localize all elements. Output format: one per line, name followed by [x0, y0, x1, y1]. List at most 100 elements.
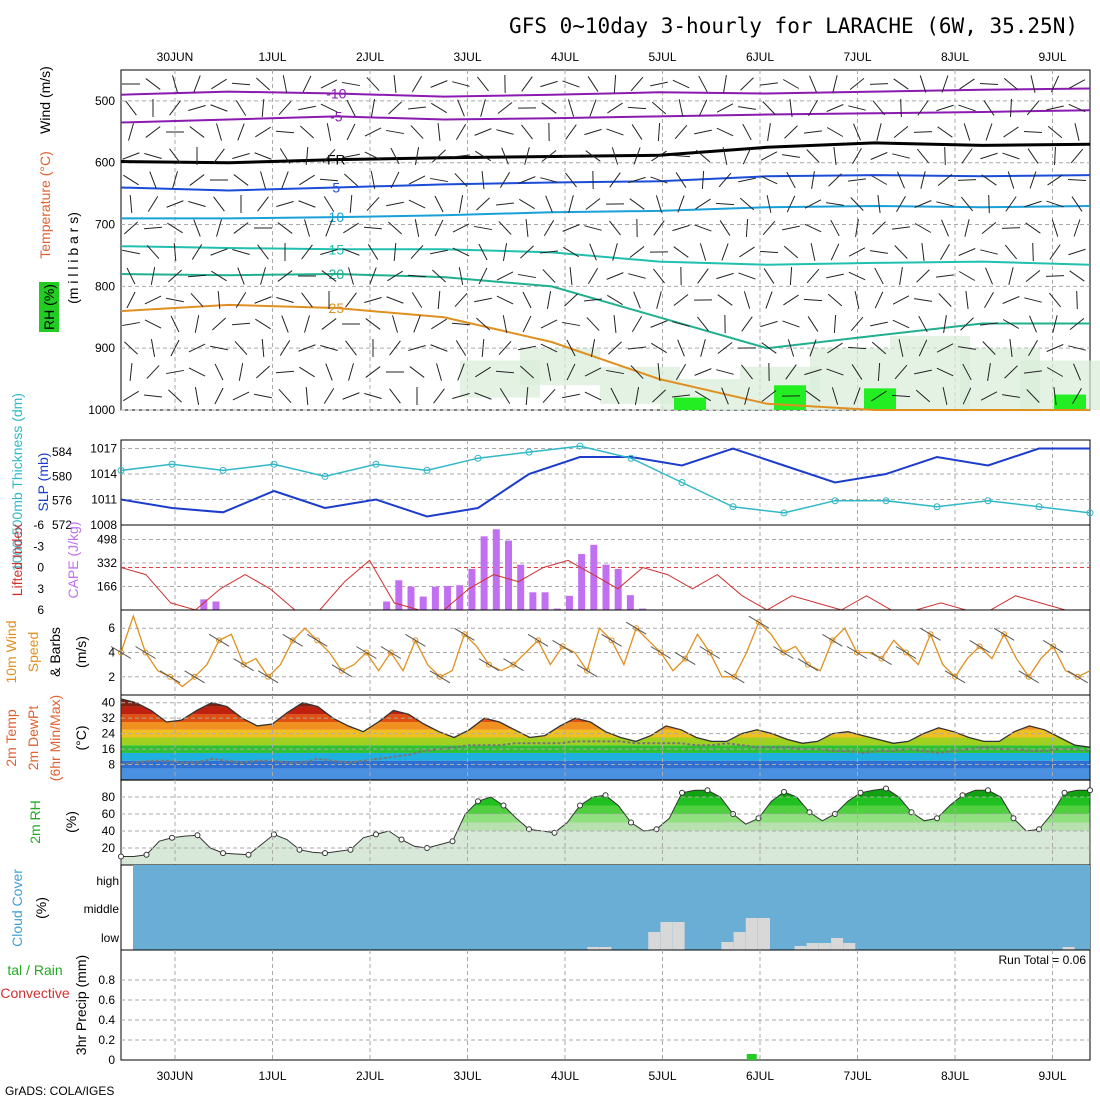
wind-barb	[982, 341, 996, 355]
wind-barb	[320, 345, 338, 351]
rh-point	[194, 832, 201, 839]
wind-barb	[877, 195, 881, 213]
wind-barb	[826, 104, 844, 112]
wind-barb	[918, 315, 928, 333]
precip-ylabel-a: tal / Rain	[7, 962, 62, 978]
run-total: Run Total = 0.06	[998, 953, 1086, 967]
wind-barb	[477, 76, 489, 92]
upper-ylabel-mb: (m i l l i b a r s)	[65, 212, 81, 304]
wind-barb	[958, 248, 976, 256]
upper-ytick: 500	[95, 94, 115, 108]
wind10-barb	[650, 646, 671, 659]
wind10-barb	[625, 621, 647, 635]
rh-band	[121, 822, 1090, 831]
wind-barb	[260, 267, 266, 285]
wind-barb	[897, 171, 905, 189]
rh-band	[121, 797, 1090, 806]
wind-barb	[745, 218, 749, 238]
wind-barb	[744, 387, 750, 405]
wind-barb	[1025, 222, 1041, 234]
wind-barb	[766, 195, 772, 213]
rh2m-ylabel-a: 2m RH	[27, 800, 43, 844]
wind-barb	[320, 249, 338, 255]
wind-barb	[988, 194, 990, 214]
wind-barb	[848, 247, 866, 257]
wind-barb	[257, 244, 269, 260]
slp-ylabel: SLP (mb)	[35, 453, 51, 512]
wind10-point	[118, 649, 124, 656]
thickness-ylabel: 1000-500mb Thickness (dm)	[9, 393, 25, 571]
wind-barb	[716, 127, 734, 137]
wind-barb	[761, 390, 777, 402]
wind-barb	[657, 362, 661, 382]
wind-barb	[760, 175, 778, 185]
wind-barb	[650, 320, 668, 328]
wind-barb	[921, 243, 925, 261]
wind-barb	[810, 243, 816, 261]
wind-barb	[715, 202, 735, 206]
wind-barb	[1047, 174, 1063, 186]
wind-barb	[694, 224, 712, 232]
wind-barb	[985, 123, 993, 141]
wind-barb	[1071, 196, 1083, 212]
wind-barb	[481, 170, 485, 190]
thickness-point	[270, 460, 278, 468]
wind-barb	[319, 178, 339, 182]
wind-barb	[877, 362, 881, 382]
wind-barb	[589, 99, 597, 117]
wind-barb	[827, 342, 843, 354]
rh-point	[679, 789, 685, 796]
wind-barb	[325, 363, 333, 381]
wind-barb	[759, 250, 779, 254]
wind10-point	[1074, 673, 1081, 680]
wind10-ylabel-unit: (m/s)	[73, 636, 89, 668]
wind-barb	[122, 321, 140, 327]
wind-barb	[254, 393, 272, 399]
wind-barb	[1003, 77, 1019, 91]
wind-barb	[521, 124, 533, 140]
wind-barb	[936, 104, 954, 112]
cape-bar	[419, 596, 427, 610]
rh-point	[169, 834, 175, 841]
cape-bar	[541, 592, 549, 610]
wind-barb	[260, 171, 266, 189]
wind-barb	[871, 341, 887, 355]
wind10-barb	[405, 633, 426, 647]
rh-band	[121, 805, 1090, 814]
thickness-point	[372, 460, 380, 468]
wind-barb	[1002, 319, 1020, 329]
wind-barb	[363, 226, 383, 230]
wind-barb	[782, 320, 800, 328]
wind10-barb	[257, 670, 279, 684]
wind-barb	[323, 388, 335, 404]
wind10-barb	[993, 627, 1015, 641]
cape-ytick: 332	[97, 556, 117, 570]
isotherm-label: 15	[329, 241, 345, 257]
li-ytick: 6	[37, 603, 44, 617]
wind-barb	[804, 199, 822, 209]
wind-barb	[144, 153, 162, 159]
cloud-bar	[733, 932, 746, 950]
wind-barb	[1010, 98, 1012, 118]
wind-barb	[980, 152, 998, 160]
wind-barb	[1052, 315, 1058, 333]
wind-barb	[386, 296, 404, 304]
wind-barb	[673, 246, 689, 258]
wind-barb	[541, 102, 557, 114]
wind-barb	[1024, 297, 1042, 303]
cloud-bar	[745, 918, 758, 950]
wind10-barb	[429, 670, 451, 684]
wind-barb	[652, 389, 666, 403]
wind-barb	[387, 221, 403, 235]
wind-barb	[716, 369, 734, 375]
wind-barb	[961, 148, 973, 164]
wind-barb	[128, 123, 134, 141]
wind-barb	[299, 366, 315, 378]
thickness-point	[321, 472, 329, 480]
wind-barb	[519, 365, 535, 379]
wind-barb	[898, 339, 904, 357]
wind-barb	[367, 244, 379, 260]
wind-barb	[826, 127, 844, 137]
wind-barb	[920, 171, 926, 189]
rh2m-panel: 80 60 40 20 2m RH (%)	[27, 779, 1093, 866]
